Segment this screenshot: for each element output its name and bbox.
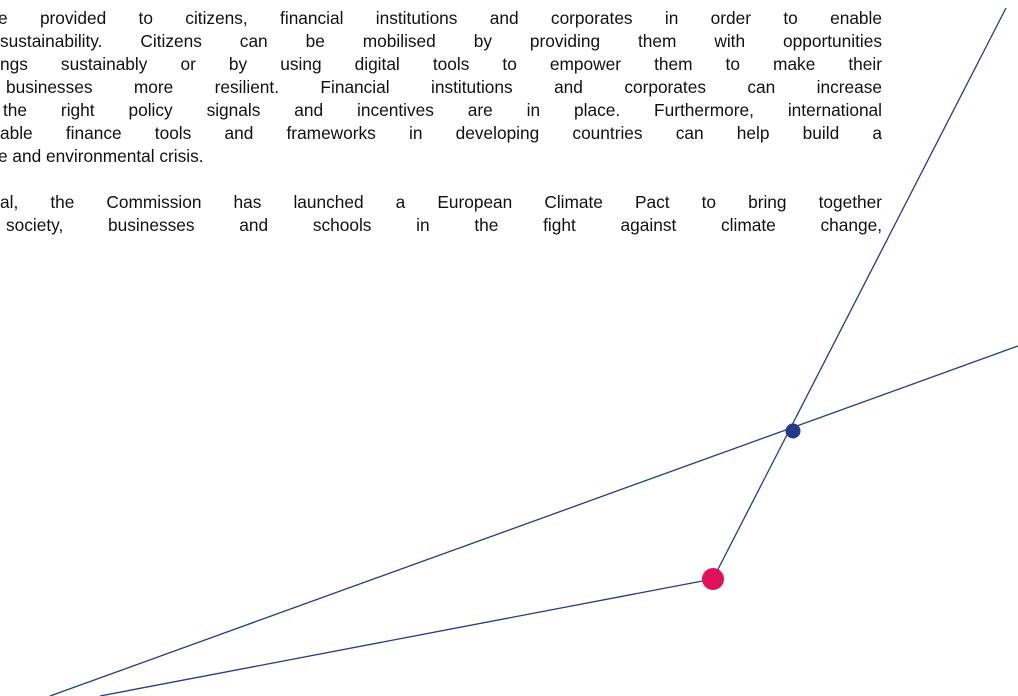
text-line: able finance tools and frameworks in dev… [0,123,882,143]
text-line: the right policy signals and incentives … [3,100,882,120]
deco-dot [785,423,801,439]
deco-line [99,578,714,696]
deco-line [49,345,1018,696]
text-line: society, businesses and schools in the f… [6,215,882,235]
text-line: e provided to citizens, financial instit… [0,8,882,28]
text-line: sustainability. Citizens can be mobilise… [0,31,882,51]
text-line: ngs sustainably or by using digital tool… [0,54,882,74]
deco-dot [702,568,724,590]
text-line: e and environmental crisis. [0,146,204,166]
text-line: businesses more resilient. Financial ins… [6,77,882,97]
deco-line [712,7,1007,580]
text-line: al, the Commission has launched a Europe… [0,192,882,212]
